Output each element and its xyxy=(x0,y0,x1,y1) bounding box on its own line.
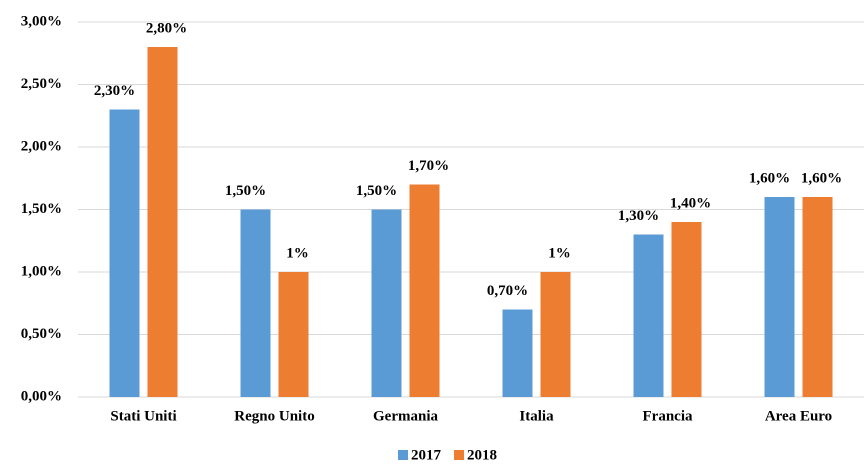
x-tick-label: Stati Uniti xyxy=(110,408,176,424)
data-label: 1% xyxy=(548,245,571,261)
bar xyxy=(278,272,309,397)
data-label: 2,80% xyxy=(146,20,187,36)
data-label: 1% xyxy=(286,245,309,261)
y-tick-label: 1,00% xyxy=(21,263,62,279)
bar xyxy=(502,309,533,397)
bar xyxy=(240,209,271,397)
bar xyxy=(109,109,140,397)
legend-label: 2018 xyxy=(467,447,497,463)
bar xyxy=(764,197,795,397)
data-label: 1,30% xyxy=(618,208,659,224)
data-label: 1,60% xyxy=(801,170,842,186)
legend-label: 2017 xyxy=(411,447,442,463)
x-tick-label: Germania xyxy=(373,408,438,424)
bar xyxy=(802,197,833,397)
data-label: 1,60% xyxy=(749,170,790,186)
y-tick-label: 3,00% xyxy=(21,13,62,29)
data-label: 1,70% xyxy=(408,158,449,174)
y-tick-label: 2,00% xyxy=(21,138,62,154)
bar xyxy=(147,47,178,397)
y-tick-label: 1,50% xyxy=(21,201,62,217)
x-tick-label: Francia xyxy=(643,408,693,424)
x-tick-label: Regno Unito xyxy=(234,408,314,424)
y-tick-label: 2,50% xyxy=(21,76,62,92)
y-tick-label: 0,00% xyxy=(21,388,62,404)
bar xyxy=(409,184,440,397)
bar xyxy=(671,222,702,397)
x-tick-label: Area Euro xyxy=(765,408,832,424)
x-tick-label: Italia xyxy=(519,408,554,424)
data-label: 1,40% xyxy=(670,195,711,211)
bar xyxy=(371,209,402,397)
data-label: 0,70% xyxy=(487,283,528,299)
data-label: 2,30% xyxy=(94,83,135,99)
legend-swatch xyxy=(398,450,408,460)
y-tick-label: 0,50% xyxy=(21,326,62,342)
data-label: 1,50% xyxy=(225,183,266,199)
data-label: 1,50% xyxy=(356,183,397,199)
legend-swatch xyxy=(454,450,464,460)
bar xyxy=(540,272,571,397)
bar xyxy=(633,234,664,397)
